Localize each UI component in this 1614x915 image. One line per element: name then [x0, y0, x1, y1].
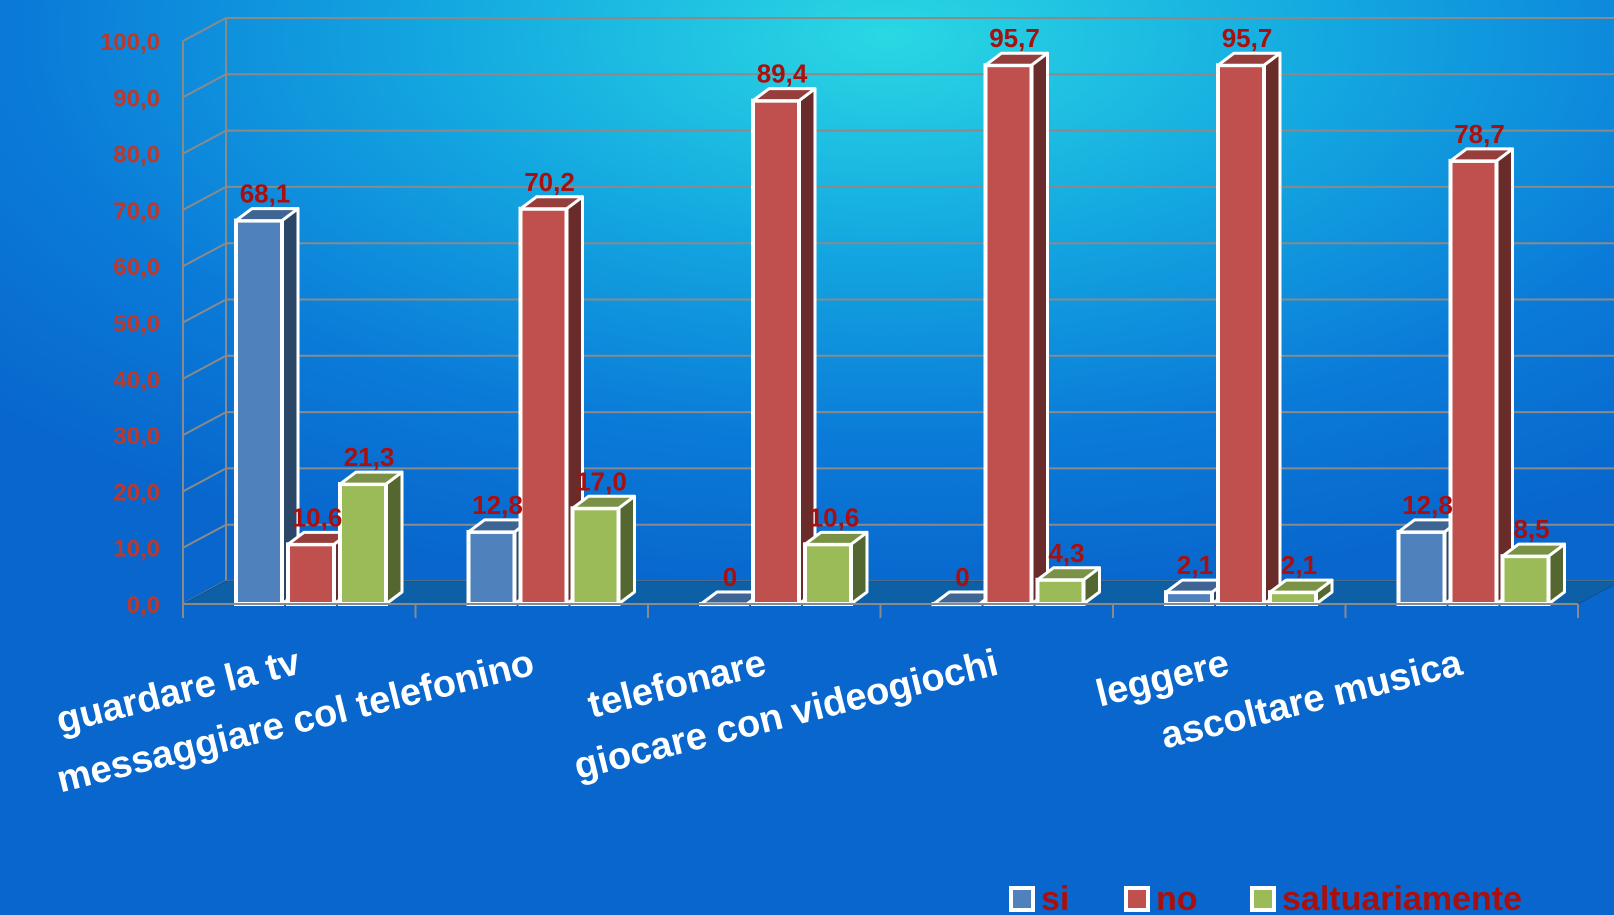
legend-item-no: no: [1124, 880, 1198, 915]
data-label: 0: [723, 562, 737, 592]
data-label: 2,1: [1177, 550, 1213, 580]
bar-top: [751, 87, 817, 103]
bar-side: [1030, 51, 1049, 606]
gridline-side: [182, 186, 227, 211]
bar-no: [983, 51, 1049, 607]
bar-front: [1448, 158, 1499, 606]
y-tick-label: 20,0: [113, 479, 160, 506]
y-tick-label: 0,0: [127, 592, 160, 619]
y-tick-label: 70,0: [113, 198, 160, 225]
data-label: 0: [955, 562, 969, 592]
data-label: 95,7: [989, 23, 1040, 53]
bar-saltuariamente: [1500, 542, 1566, 607]
gridline-side: [182, 73, 227, 99]
legend-label: si: [1041, 880, 1069, 915]
legend-item-si: si: [1009, 880, 1069, 915]
bar-top: [1036, 566, 1101, 582]
bar-front: [1268, 590, 1318, 607]
data-label: 78,7: [1454, 119, 1505, 149]
bar-top: [1449, 147, 1514, 163]
data-label: 68,1: [240, 179, 291, 209]
bar-front: [1396, 529, 1447, 606]
y-tick-label: 90,0: [113, 85, 160, 112]
bar-front: [234, 218, 284, 607]
bar-saltuariamente: [570, 494, 636, 607]
gridlines: [182, 17, 1614, 605]
gridline-side: [182, 411, 227, 436]
bar-top: [571, 494, 636, 510]
bar-series: [234, 51, 1566, 607]
data-label: 21,3: [344, 442, 395, 472]
bar-saltuariamente: [1268, 578, 1334, 607]
bar-top: [338, 470, 404, 486]
legend-swatch: [1009, 886, 1035, 912]
bar-front: [1164, 590, 1214, 607]
bar-top: [1268, 578, 1334, 594]
bar-front: [1035, 577, 1086, 607]
legend-label: saltuariamente: [1282, 880, 1522, 915]
data-label: 95,7: [1222, 23, 1273, 53]
gridline-side: [182, 523, 227, 549]
bar-saltuariamente: [803, 530, 869, 607]
bar-front: [1500, 554, 1551, 607]
bar-top: [803, 530, 869, 546]
y-tick-label: 30,0: [113, 423, 160, 450]
bar-top: [519, 195, 584, 211]
y-tick-label: 100,0: [100, 29, 160, 56]
bar-front: [570, 506, 621, 607]
data-label: 10,6: [292, 502, 343, 532]
bar-top: [1501, 542, 1566, 558]
bar-side: [617, 494, 636, 606]
y-tick-label: 50,0: [113, 311, 160, 338]
data-label: 10,6: [809, 502, 860, 532]
gridline-side: [182, 354, 227, 380]
legend-label: no: [1156, 880, 1198, 915]
bar-saltuariamente: [338, 470, 404, 606]
bar-top: [1216, 51, 1282, 67]
gridline-side: [182, 242, 227, 268]
data-label: 12,8: [1402, 490, 1453, 520]
y-axis: 0,0 10,0 20,0 30,0 40,0 50,0 60,0 70,0 80,0 90,0 1…: [100, 18, 227, 619]
bar-no: [1448, 147, 1514, 606]
bar-front: [466, 529, 517, 606]
bar-front: [518, 206, 569, 607]
gridline-side: [182, 17, 227, 42]
y-tick-label: 60,0: [113, 254, 160, 281]
data-label: 2,1: [1281, 550, 1317, 580]
bar-no: [1216, 51, 1282, 607]
data-label: 8,5: [1513, 514, 1549, 544]
bar-saltuariamente: [1035, 566, 1101, 607]
bar-side: [1495, 147, 1514, 606]
gridline-side: [182, 129, 227, 155]
legend: si no saltuariamente: [1009, 880, 1522, 915]
y-tick-label: 10,0: [113, 536, 160, 563]
bar-front: [286, 542, 336, 607]
legend-swatch: [1250, 886, 1276, 912]
y-tick-label: 40,0: [113, 367, 160, 394]
bar-front: [338, 482, 388, 606]
gridline-side: [182, 467, 227, 493]
legend-item-saltuariamente: saltuariamente: [1250, 880, 1522, 915]
bar-front: [983, 63, 1034, 607]
data-labels: 68,110,621,312,870,217,0089,410,6095,74,…: [240, 23, 1550, 592]
bar-no: [751, 87, 817, 606]
bar-top: [234, 207, 300, 223]
bar-front: [803, 542, 853, 607]
data-label: 12,8: [472, 490, 523, 520]
bar-si: [234, 207, 300, 607]
bar-front: [1216, 63, 1266, 607]
data-label: 89,4: [757, 59, 808, 89]
bar-side: [384, 470, 404, 606]
bar-front: [751, 98, 801, 606]
legend-swatch: [1124, 886, 1150, 912]
data-label: 17,0: [576, 466, 627, 496]
gridline-side: [182, 298, 227, 324]
data-label: 70,2: [524, 167, 575, 197]
data-label: 4,3: [1048, 538, 1084, 568]
bar-side: [1262, 51, 1282, 606]
y-tick-label: 80,0: [113, 142, 160, 169]
bar-top: [984, 51, 1049, 67]
